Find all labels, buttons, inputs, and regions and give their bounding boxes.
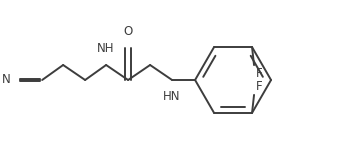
- Text: F: F: [256, 67, 263, 80]
- Text: N: N: [1, 73, 10, 86]
- Text: F: F: [256, 80, 263, 93]
- Text: O: O: [124, 25, 133, 38]
- Text: HN: HN: [163, 90, 181, 103]
- Text: NH: NH: [97, 42, 115, 55]
